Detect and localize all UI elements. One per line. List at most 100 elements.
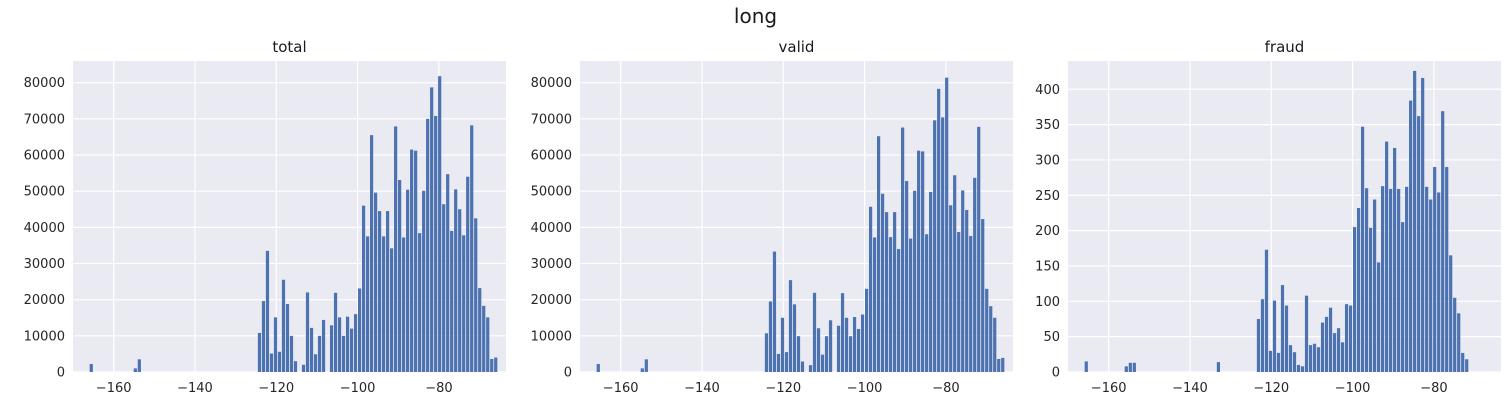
y-tick-label: 80000 <box>24 76 65 91</box>
histogram-bar <box>394 126 398 372</box>
histogram-bar <box>365 236 370 372</box>
histogram-bar <box>474 218 478 372</box>
histogram-bar <box>1360 126 1365 372</box>
histogram-bar <box>953 175 957 372</box>
histogram-bar <box>369 135 374 372</box>
histogram-bar <box>426 118 430 372</box>
histogram-bar <box>438 76 442 373</box>
histogram-bar <box>780 317 785 372</box>
histogram-bar <box>1336 328 1341 372</box>
histogram-bar <box>289 335 294 372</box>
histogram-bar <box>1304 295 1309 372</box>
histogram-bar <box>1344 304 1349 372</box>
histogram-bar <box>905 181 909 372</box>
y-tick-label: 300 <box>1035 153 1060 168</box>
histogram-bar <box>373 192 378 372</box>
histogram-bar <box>933 120 937 372</box>
histogram-bar <box>792 304 797 372</box>
histogram-bar <box>1437 192 1441 372</box>
histogram-bar <box>1433 167 1437 372</box>
y-tick-label: 20000 <box>531 293 572 308</box>
histogram-bar <box>277 351 282 372</box>
histogram-bar <box>478 288 482 372</box>
y-tick-label: 80000 <box>531 76 572 91</box>
histogram-bar <box>382 236 386 372</box>
histogram-bar <box>1001 357 1005 372</box>
y-tick-label: 40000 <box>531 221 572 236</box>
histogram-bar <box>406 189 410 372</box>
y-tick-label: 0 <box>564 366 572 381</box>
y-tick-label: 50 <box>1043 330 1060 345</box>
histogram-bar <box>808 365 813 372</box>
x-tick-label: −140 <box>1172 381 1208 396</box>
histogram-bar <box>864 288 869 372</box>
x-tick-label: −80 <box>1420 381 1447 396</box>
y-tick-label: 60000 <box>531 149 572 164</box>
histogram-bar <box>1421 77 1425 373</box>
histogram-bar <box>1377 262 1381 372</box>
histogram-bar <box>828 320 833 372</box>
histogram-bar <box>442 204 446 372</box>
subplot-valid: valid −160 −140 −120 −100 −80 0 10000 20000 30000… <box>531 38 1013 396</box>
y-tick-label: 50000 <box>24 185 65 200</box>
histogram-bar <box>1413 70 1417 373</box>
histogram-bar <box>1296 364 1301 372</box>
histogram-bar <box>993 317 997 372</box>
histogram-bar <box>945 77 949 372</box>
histogram-bar <box>868 206 873 372</box>
histogram-bar <box>446 174 450 372</box>
histogram-bar <box>1441 111 1445 373</box>
histogram-bar <box>1352 227 1357 372</box>
histogram-bar <box>329 325 334 372</box>
y-tick-label: 0 <box>1052 366 1060 381</box>
histogram-bar <box>824 336 829 372</box>
y-tick-label: 50000 <box>531 185 572 200</box>
histogram-bar <box>844 317 849 372</box>
histogram-bar <box>1264 249 1269 372</box>
histogram-bar <box>486 317 490 372</box>
histogram-bar <box>949 205 953 372</box>
histogram-bar <box>860 314 865 372</box>
histogram-bar <box>812 292 817 372</box>
histogram-bar <box>402 237 406 372</box>
histogram-bar <box>836 325 841 372</box>
x-tick-label: −120 <box>1253 381 1289 396</box>
x-tick-label: −80 <box>425 381 452 396</box>
histogram-bar <box>450 230 454 372</box>
histogram-bar <box>1128 362 1132 372</box>
histogram-bar <box>784 352 789 372</box>
x-tick-label: −120 <box>258 381 294 396</box>
histogram-bar <box>333 292 338 372</box>
x-tick-label: −160 <box>1091 381 1127 396</box>
histogram-bar <box>293 361 298 372</box>
histogram-bar <box>1340 342 1345 372</box>
histogram-bar <box>418 233 422 372</box>
histogram-bar <box>820 354 825 372</box>
histogram-bar <box>1364 188 1369 372</box>
histogram-bar <box>1268 350 1273 372</box>
y-tick-label: 10000 <box>531 329 572 344</box>
histogram-bar <box>462 235 466 372</box>
histogram-bar <box>458 209 462 372</box>
histogram-bar <box>269 353 274 372</box>
histogram-bar <box>353 314 358 372</box>
histogram-bar <box>1332 333 1337 372</box>
x-tick-label: −80 <box>932 381 959 396</box>
histogram-bar <box>1348 305 1353 372</box>
histogram-bar <box>273 317 278 372</box>
histogram-bar <box>390 248 394 372</box>
histogram-bar <box>378 211 382 372</box>
histogram-bar <box>470 125 474 372</box>
histogram-bar <box>1256 318 1261 372</box>
histogram-bar <box>1417 116 1421 372</box>
histogram-bar <box>901 127 905 372</box>
histogram-bar <box>965 209 969 372</box>
histogram-bar <box>1368 227 1373 372</box>
histogram-bar <box>1316 347 1321 372</box>
histogram-bar <box>341 335 346 372</box>
y-tick-label: 30000 <box>24 257 65 272</box>
histogram-bar <box>1445 167 1449 372</box>
histogram-bar <box>961 190 965 372</box>
histogram-bar <box>257 332 262 372</box>
histogram-bar <box>856 328 861 372</box>
